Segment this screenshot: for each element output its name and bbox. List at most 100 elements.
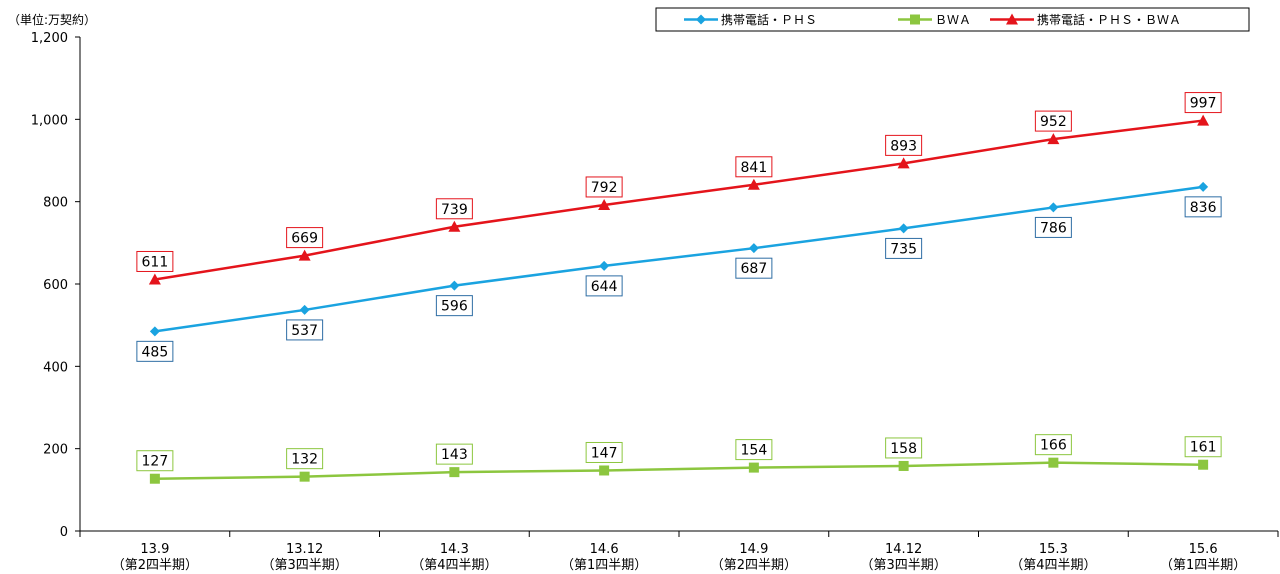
data-point (149, 326, 160, 337)
y-tick-label: 0 (60, 525, 68, 540)
data-point (299, 304, 310, 315)
data-label: 669 (291, 231, 318, 247)
data-point (898, 223, 909, 234)
legend-label: ＢＷＡ (935, 13, 971, 27)
data-label: 485 (142, 344, 169, 360)
data-label-box (1034, 110, 1072, 132)
data-label: 611 (142, 254, 169, 270)
data-point (1048, 202, 1059, 213)
x-tick-sublabel: （第1四半期） (561, 558, 647, 573)
data-point (449, 467, 460, 478)
data-label: 644 (591, 279, 618, 295)
data-label-box (1034, 216, 1072, 238)
x-tick-label: 14.12 (885, 542, 922, 557)
data-label-box (735, 156, 773, 178)
data-label: 166 (1040, 438, 1067, 454)
data-label-box (585, 275, 623, 297)
data-label-box (585, 176, 623, 198)
data-label: 792 (591, 180, 618, 196)
data-label-box (286, 319, 324, 341)
data-point (449, 280, 460, 291)
data-point (898, 460, 909, 471)
data-label-box (1184, 436, 1222, 458)
data-label-box (286, 448, 324, 470)
data-label-box (1034, 434, 1072, 456)
data-label: 687 (741, 261, 768, 277)
data-label-box (136, 450, 174, 472)
series-1: 127 132 143 147 154 158 166 161 (136, 434, 1222, 484)
data-point (599, 465, 610, 476)
x-tick-sublabel: （第1四半期） (1160, 558, 1246, 573)
data-point (299, 471, 310, 482)
data-label-box (885, 237, 923, 259)
unit-label: （単位:万契約） (8, 12, 96, 27)
x-tick-sublabel: （第2四半期） (711, 558, 797, 573)
data-point (1198, 459, 1209, 470)
x-tick-label: 15.6 (1189, 542, 1218, 557)
x-tick-label: 14.6 (590, 542, 619, 557)
x-tick-label: 13.9 (140, 542, 169, 557)
legend-label: 携帯電話・ＰＨＳ・ＢＷＡ (1037, 12, 1181, 27)
data-point (1047, 133, 1060, 145)
data-point (748, 462, 759, 473)
data-point (598, 198, 611, 210)
series-line (154, 185, 1204, 333)
data-label: 739 (441, 202, 468, 218)
data-label: 154 (741, 443, 768, 459)
data-label: 735 (890, 241, 917, 257)
x-tick-label: 14.9 (739, 542, 768, 557)
data-label-box (435, 443, 473, 465)
y-tick-label: 1,000 (31, 113, 68, 128)
data-label-box (136, 250, 174, 272)
x-tick-sublabel: （第3四半期） (860, 558, 946, 573)
y-tick-label: 600 (43, 278, 68, 293)
data-point (298, 249, 311, 261)
data-point (1198, 181, 1209, 192)
data-label-box (286, 227, 324, 249)
data-label-box (435, 198, 473, 220)
data-point (149, 473, 160, 484)
x-tick-sublabel: （第4四半期） (411, 558, 497, 573)
data-point (748, 243, 759, 254)
legend: 携帯電話・ＰＨＳ ＢＷＡ 携帯電話・ＰＨＳ・ＢＷＡ (655, 7, 1250, 32)
data-label: 147 (591, 445, 618, 461)
data-label-box (1184, 196, 1222, 218)
data-label-box (136, 340, 174, 362)
legend-marker (696, 14, 706, 25)
data-label: 127 (142, 454, 169, 470)
legend-label: 携帯電話・ＰＨＳ (721, 12, 817, 27)
data-label-box (735, 257, 773, 279)
data-point (897, 157, 910, 169)
x-tick-label: 13.12 (286, 542, 323, 557)
data-point (1197, 114, 1210, 126)
x-tick-sublabel: （第4四半期） (1010, 558, 1096, 573)
legend-box (655, 7, 1250, 32)
data-label: 161 (1190, 440, 1217, 456)
data-label: 836 (1190, 200, 1217, 216)
data-point (448, 220, 461, 232)
data-label-box (735, 439, 773, 461)
series-line (154, 461, 1204, 480)
data-label: 132 (291, 452, 318, 468)
data-label: 841 (741, 160, 768, 176)
data-point (747, 178, 760, 190)
data-label-box (1184, 92, 1222, 114)
x-tick-label: 14.3 (440, 542, 469, 557)
legend-marker (1006, 13, 1018, 25)
data-label-box (585, 441, 623, 463)
series-line (154, 119, 1204, 281)
y-tick-label: 400 (43, 360, 68, 375)
data-point (1048, 457, 1059, 468)
y-tick-label: 1,200 (31, 31, 68, 46)
data-label: 786 (1040, 220, 1067, 236)
data-label: 158 (890, 441, 917, 457)
data-label: 952 (1040, 114, 1067, 130)
data-label: 997 (1190, 96, 1217, 112)
data-label: 596 (441, 299, 468, 315)
data-point (599, 260, 610, 271)
data-label-box (885, 134, 923, 156)
series-2: 611 669 739 792 841 893 952 997 (136, 92, 1222, 285)
data-label-box (885, 437, 923, 459)
